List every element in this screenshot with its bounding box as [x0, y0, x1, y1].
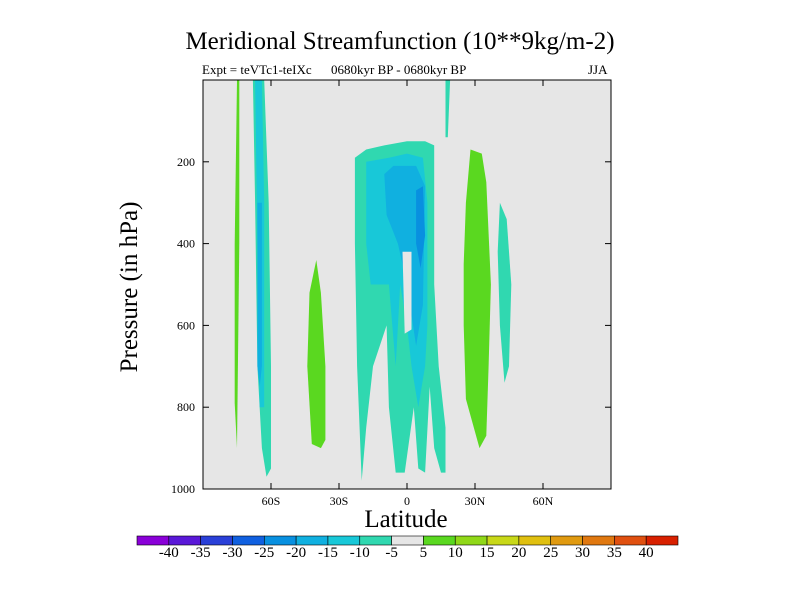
- colorbar-tick-label: 40: [638, 545, 654, 561]
- colorbar-tick-label: -20: [286, 545, 307, 561]
- colorbar-swatch: [391, 535, 424, 546]
- colorbar-swatch: [200, 535, 233, 546]
- colorbar-swatch: [486, 535, 520, 546]
- colorbar-swatch: [263, 535, 297, 546]
- colorbar-tick-label: -25: [254, 545, 275, 561]
- contour-region-south-polar-positive: [234, 80, 240, 449]
- colorbar-swatch: [582, 535, 615, 546]
- colorbar-swatch: [168, 535, 201, 546]
- y-axis-label: Pressure (in hPa): [116, 201, 143, 373]
- contour-region-north-subtropical-positive: [463, 149, 491, 449]
- colorbar-tick-label: -5: [385, 545, 398, 561]
- x-tick-label: 60S: [262, 494, 281, 508]
- contour-region-equatorial-gap: [402, 251, 412, 334]
- contour-region-south-midlat-positive: [307, 260, 326, 449]
- contour-region-north-midlat-negative: [497, 202, 512, 383]
- chart-title: Meridional Streamfunction (10**9kg/m-2): [185, 28, 615, 55]
- colorbar-swatch: [327, 535, 361, 546]
- colorbar-tick-label: -30: [222, 545, 243, 561]
- colorbar-swatch: [518, 535, 552, 546]
- contour-region-south-polar-cell-inner: [257, 202, 262, 387]
- colorbar-swatch: [359, 535, 392, 546]
- time-range-label: 0680kyr BP - 0680kyr BP: [331, 62, 467, 77]
- y-tick-label: 1000: [171, 482, 195, 496]
- colorbar-tick-label: -35: [190, 545, 211, 561]
- colorbar-tick-label: -15: [317, 545, 338, 561]
- y-tick-label: 200: [177, 155, 195, 169]
- y-tick-label: 400: [177, 237, 195, 251]
- colorbar-tick-label: 10: [447, 545, 463, 561]
- contour-region-hadley-core-south: [386, 174, 398, 203]
- x-axis-label: Latitude: [364, 506, 448, 533]
- x-tick-label: 30S: [330, 494, 349, 508]
- colorbar-swatch: [645, 535, 679, 546]
- colorbar-swatch: [550, 535, 583, 546]
- colorbar-tick-label: 15: [479, 545, 495, 561]
- colorbar-tick-label: 30: [575, 545, 591, 561]
- season-label: JJA: [588, 62, 608, 77]
- experiment-label: Expt = teVTc1-teIXc: [202, 62, 312, 77]
- colorbar-swatch: [454, 535, 488, 546]
- x-tick-label: 30N: [465, 494, 486, 508]
- colorbar-tick-label: 20: [511, 545, 527, 561]
- x-tick-label: 60N: [533, 494, 554, 508]
- colorbar-tick-label: -40: [158, 545, 179, 561]
- colorbar-tick-label: 25: [543, 545, 559, 561]
- colorbar-tick-label: 35: [606, 545, 622, 561]
- y-tick-label: 800: [177, 400, 195, 414]
- colorbar-tick-label: 5: [419, 545, 428, 561]
- colorbar-swatch: [295, 535, 329, 546]
- colorbar-swatch: [136, 535, 170, 546]
- contour-region-hadley-core: [416, 186, 426, 269]
- colorbar-tick-label: -10: [349, 545, 370, 561]
- y-tick-label: 600: [177, 318, 195, 332]
- colorbar-swatch: [614, 535, 647, 546]
- contour-region-north-tropical-streak: [445, 80, 451, 138]
- colorbar-swatch: [423, 535, 456, 546]
- colorbar-swatch: [232, 535, 265, 546]
- x-tick-label: 0: [404, 494, 410, 508]
